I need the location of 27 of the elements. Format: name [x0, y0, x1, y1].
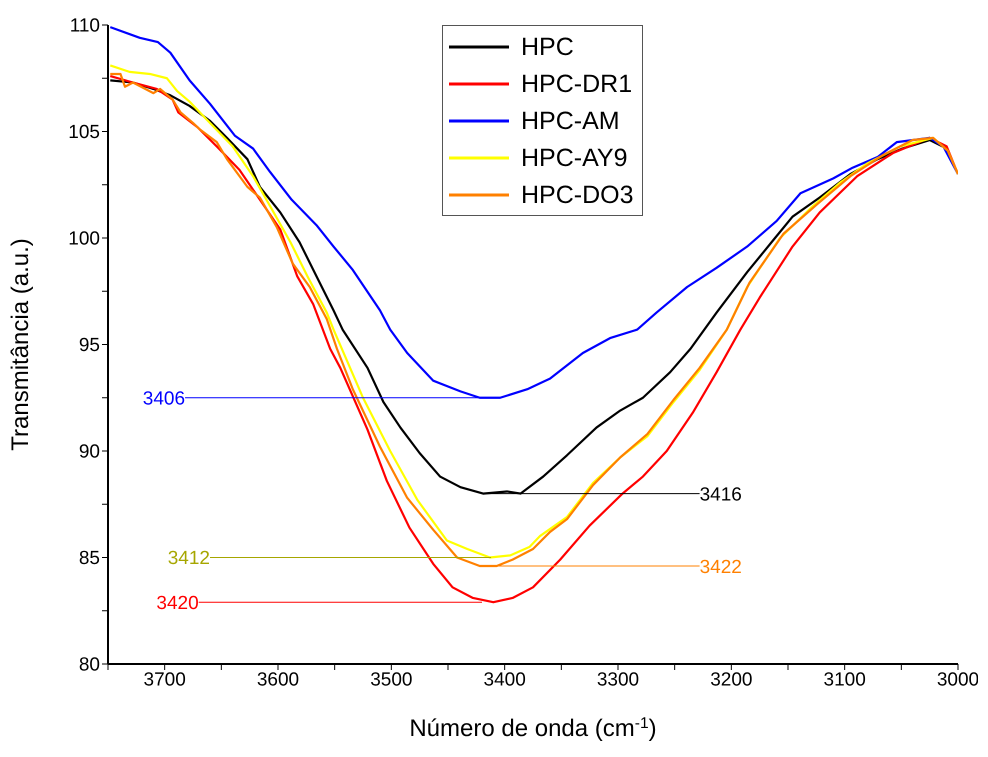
- legend-label: HPC: [521, 32, 574, 60]
- annotation: 3406: [142, 388, 186, 410]
- legend-label: HPC-AM: [521, 106, 620, 134]
- annotation: 3422: [700, 556, 742, 578]
- y-tick-label: 110: [70, 16, 100, 37]
- x-tick-label: 3000: [936, 669, 980, 690]
- x-tick-label: 3700: [144, 669, 186, 690]
- x-tick-label: 3100: [824, 669, 866, 690]
- y-tick-label: 100: [68, 228, 100, 250]
- y-tick-label: 80: [78, 654, 100, 676]
- legend-label: HPC-DO3: [521, 180, 634, 208]
- annotation: 3420: [156, 592, 199, 614]
- x-axis-title: Número de onda (cm$^{-1}$): [409, 714, 657, 742]
- y-tick-label: 85: [78, 548, 100, 570]
- x-tick-label: 3600: [256, 669, 300, 690]
- y-tick-label: 90: [78, 442, 100, 463]
- x-tick-label: 3300: [596, 669, 640, 690]
- y-tick-label: 95: [78, 335, 100, 356]
- legend-label: HPC-DR1: [521, 70, 632, 98]
- x-tick-label: 3400: [484, 669, 526, 690]
- annotation: 3412: [168, 548, 210, 570]
- legend-label: HPC-AY9: [521, 144, 628, 172]
- y-tick-label: 105: [68, 122, 100, 144]
- annotation: 3416: [700, 484, 742, 506]
- y-axis-title: Transmitância (a.u.): [7, 238, 34, 451]
- x-tick-label: 3500: [370, 669, 412, 690]
- x-tick-label: 3200: [710, 669, 752, 690]
